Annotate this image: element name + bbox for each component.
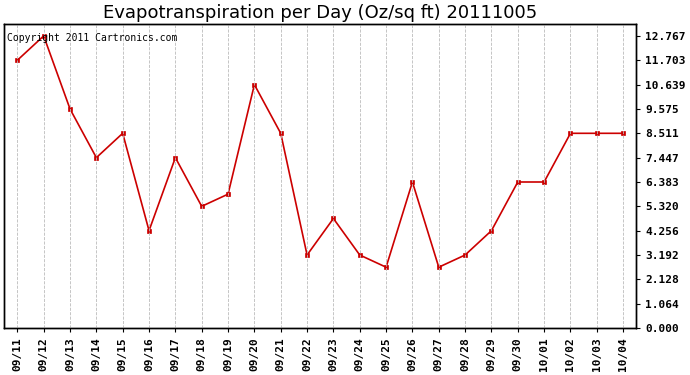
Text: Copyright 2011 Cartronics.com: Copyright 2011 Cartronics.com <box>8 33 178 43</box>
Title: Evapotranspiration per Day (Oz/sq ft) 20111005: Evapotranspiration per Day (Oz/sq ft) 20… <box>103 4 538 22</box>
